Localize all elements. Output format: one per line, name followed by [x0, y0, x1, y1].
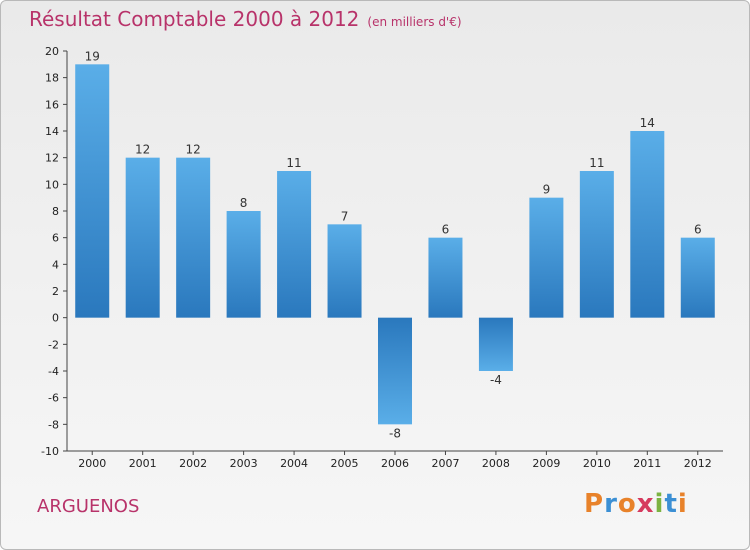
- y-tick-label: 18: [45, 72, 59, 85]
- x-tick-label: 2006: [381, 457, 409, 470]
- value-label: 9: [543, 183, 551, 197]
- value-label: 11: [286, 156, 301, 170]
- bar-2000: [75, 64, 110, 318]
- bar-2001: [125, 157, 160, 318]
- bar-2006: [378, 317, 412, 425]
- chart-value-labels: 19 12 12 8 11 7 -8 6 -4 9 11 14 6: [85, 49, 702, 440]
- y-tick-label: 10: [45, 178, 59, 191]
- x-tick-label: 2012: [684, 457, 712, 470]
- logo-letter: r: [604, 489, 618, 519]
- y-tick-label: -2: [48, 338, 59, 351]
- value-label: 11: [589, 156, 604, 170]
- bar-2003: [226, 211, 261, 318]
- chart-bars: [75, 64, 715, 425]
- value-label: 7: [341, 209, 349, 223]
- value-label: 8: [240, 196, 248, 210]
- bar-2012: [680, 237, 715, 318]
- value-label: 12: [135, 143, 150, 157]
- logo-letter: o: [617, 489, 637, 519]
- proxiti-logo: Proxiti: [584, 489, 688, 519]
- y-tick-label: 16: [45, 98, 59, 111]
- y-tick-label: 12: [45, 152, 59, 165]
- x-tick-label: 2009: [532, 457, 560, 470]
- y-tick-label: -6: [48, 392, 59, 405]
- x-tick-label: 2002: [179, 457, 207, 470]
- x-tick-label: 2003: [230, 457, 258, 470]
- value-label: 6: [442, 223, 450, 237]
- y-tick-label: 2: [52, 285, 59, 298]
- value-label: 14: [640, 116, 655, 130]
- x-tick-label: 2007: [431, 457, 459, 470]
- bar-2011: [630, 131, 665, 318]
- value-label: -8: [389, 426, 401, 440]
- value-label: 6: [694, 223, 702, 237]
- x-tick-label: 2011: [633, 457, 661, 470]
- y-tick-label: 14: [45, 125, 59, 138]
- logo-letter: i: [654, 489, 665, 519]
- x-tick-label: 2008: [482, 457, 510, 470]
- logo-letter: t: [664, 489, 678, 519]
- x-tick-label: 2010: [583, 457, 611, 470]
- y-tick-label: 0: [52, 312, 59, 325]
- logo-letter: P: [584, 489, 605, 519]
- chart-subtitle: (en milliers d'€): [367, 15, 462, 29]
- y-tick-label: 20: [45, 45, 59, 58]
- y-tick-label: 8: [52, 205, 59, 218]
- logo-letter: x: [636, 489, 655, 519]
- bar-2009: [529, 197, 564, 318]
- commune-name: ARGUENOS: [37, 496, 140, 517]
- bar-2010: [579, 171, 614, 318]
- y-tick-label: -4: [48, 365, 59, 378]
- x-tick-label: 2000: [78, 457, 106, 470]
- bar-2004: [277, 171, 312, 318]
- x-tick-label: 2001: [129, 457, 157, 470]
- chart-title: Résultat Comptable 2000 à 2012 (en millie…: [29, 7, 462, 31]
- chart-title-text: Résultat Comptable 2000 à 2012: [29, 7, 360, 31]
- y-tick-label: -10: [41, 445, 59, 458]
- bar-2007: [428, 237, 463, 318]
- y-tick-label: -8: [48, 418, 59, 431]
- logo-letter: i: [677, 489, 688, 519]
- x-tick-label: 2004: [280, 457, 308, 470]
- value-label: -4: [490, 373, 502, 387]
- x-tick-label: 2005: [331, 457, 359, 470]
- value-label: 12: [186, 143, 201, 157]
- y-tick-label: 6: [52, 232, 59, 245]
- y-tick-label: 4: [52, 258, 59, 271]
- chart-axes: -10 -8 -6 -4 -2 0 2 4 6 8 10 12 14 16 18 20 2000 2001 2002…: [41, 45, 723, 470]
- value-label: 19: [85, 49, 100, 63]
- bar-2005: [327, 224, 362, 318]
- bar-2008: [478, 317, 513, 371]
- bar-2002: [176, 157, 211, 318]
